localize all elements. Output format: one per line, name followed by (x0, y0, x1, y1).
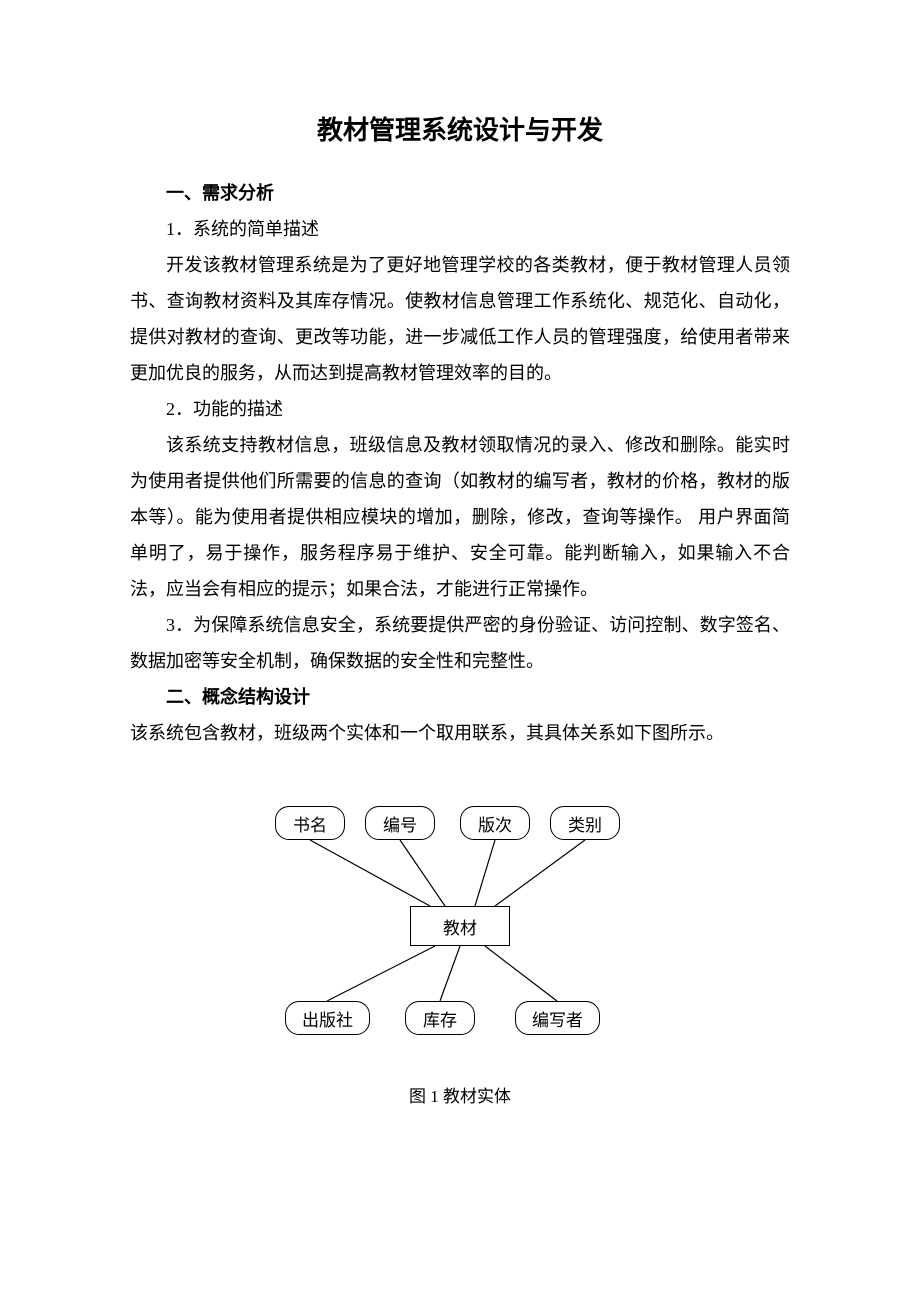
section-2-heading: 二、概念结构设计 (130, 679, 790, 715)
attr-node-top-1: 编号 (365, 806, 435, 840)
para-1-2: 开发该教材管理系统是为了更好地管理学校的各类教材，便于教材管理人员领书、查询教材… (130, 247, 790, 391)
attr-node-bottom-1: 库存 (405, 1001, 475, 1035)
para-1-1: 1．系统的简单描述 (130, 211, 790, 247)
diagram-caption: 图 1 教材实体 (130, 1082, 790, 1107)
er-connector-line (475, 840, 495, 906)
er-connector-line (440, 946, 460, 1001)
er-diagram-container: 书名 编号 版次 类别 教材 出版社 库存 编写者 (130, 806, 790, 1046)
entity-node: 教材 (410, 906, 510, 946)
section-1-heading: 一、需求分析 (130, 175, 790, 211)
para-2-1: 该系统包含教材，班级两个实体和一个取用联系，其具体关系如下图所示。 (130, 715, 790, 751)
document-page: 教材管理系统设计与开发 一、需求分析 1．系统的简单描述 开发该教材管理系统是为… (0, 0, 920, 1107)
er-connector-line (310, 840, 430, 906)
attr-node-top-0: 书名 (275, 806, 345, 840)
er-diagram: 书名 编号 版次 类别 教材 出版社 库存 编写者 (235, 806, 685, 1046)
er-connector-line (485, 946, 557, 1001)
er-connector-line (495, 840, 585, 906)
attr-node-top-2: 版次 (460, 806, 530, 840)
er-connector-line (327, 946, 435, 1001)
er-connector-line (400, 840, 445, 906)
attr-node-bottom-0: 出版社 (285, 1001, 370, 1035)
attr-node-bottom-2: 编写者 (515, 1001, 600, 1035)
para-1-4: 该系统支持教材信息，班级信息及教材领取情况的录入、修改和删除。能实时为使用者提供… (130, 427, 790, 607)
document-title: 教材管理系统设计与开发 (130, 110, 790, 147)
attr-node-top-3: 类别 (550, 806, 620, 840)
para-1-3: 2．功能的描述 (130, 391, 790, 427)
para-1-5: 3．为保障系统信息安全，系统要提供严密的身份验证、访问控制、数字签名、数据加密等… (130, 607, 790, 679)
